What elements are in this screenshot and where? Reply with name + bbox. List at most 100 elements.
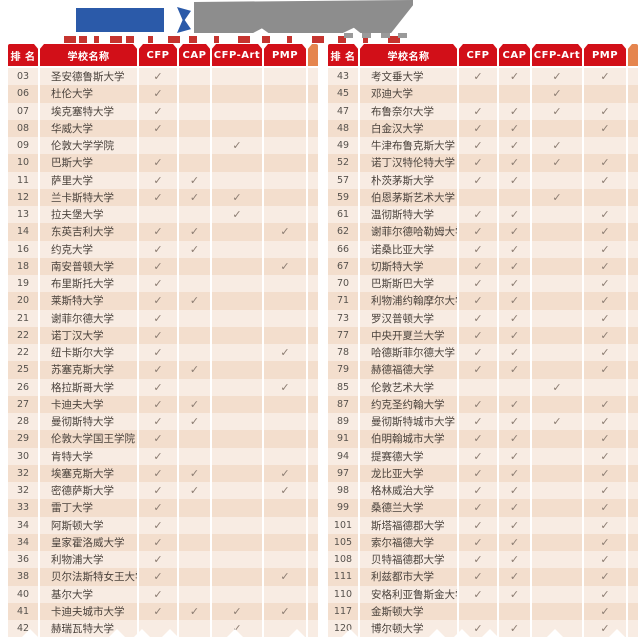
cap-check-icon: ✓ — [499, 292, 530, 310]
cfp-art-empty-cell — [532, 499, 582, 517]
cfp-check-icon: ✓ — [459, 516, 497, 534]
column-header-cfp: CFP — [459, 44, 497, 66]
cfp-art-empty-cell — [212, 361, 262, 379]
rank-cell: 40 — [8, 585, 38, 603]
cfp-art-empty-cell — [212, 447, 262, 465]
ribbon-side-strip-cell — [628, 326, 638, 344]
cfp-check-icon: ✓ — [139, 292, 177, 310]
table-row: 36 利物浦大学 ✓ — [8, 551, 318, 569]
cap-empty-cell — [179, 499, 210, 517]
pmp-check-icon: ✓ — [584, 516, 626, 534]
ribbon-side-strip-cell — [628, 119, 638, 137]
ribbon-side-strip-cell — [628, 188, 638, 206]
pmp-empty-cell — [264, 326, 306, 344]
cfp-art-empty-cell — [212, 378, 262, 396]
cfp-check-icon: ✓ — [459, 464, 497, 482]
cfp-check-icon: ✓ — [139, 602, 177, 620]
cfp-art-empty-cell — [212, 464, 262, 482]
university-name-cell: 巴斯斯巴大学 — [360, 275, 457, 293]
cfp-check-icon: ✓ — [459, 206, 497, 224]
ribbon-side-strip-cell — [628, 154, 638, 172]
cfp-empty-cell — [459, 602, 497, 620]
university-name-cell: 布里斯托大学 — [40, 275, 137, 293]
university-name-cell: 萨里大学 — [40, 171, 137, 189]
cropped-text-fragment — [381, 33, 390, 38]
cfp-art-empty-cell — [532, 361, 582, 379]
university-name-cell: 金斯顿大学 — [360, 602, 457, 620]
cfp-art-empty-cell — [532, 551, 582, 569]
cropped-text-fragment — [126, 36, 134, 43]
pmp-empty-cell — [264, 395, 306, 413]
table-row: 29 伦敦大学国王学院 ✓ — [8, 430, 318, 448]
rank-cell: 105 — [328, 533, 358, 551]
pmp-check-icon: ✓ — [584, 206, 626, 224]
cap-check-icon: ✓ — [179, 395, 210, 413]
ribbon-side-strip-cell — [628, 585, 638, 603]
cfp-check-icon: ✓ — [139, 344, 177, 362]
ribbon-bottom-notch — [161, 629, 179, 638]
ribbon-side-strip-cell — [308, 568, 318, 586]
cap-check-icon: ✓ — [499, 326, 530, 344]
university-name-cell: 朴茨茅斯大学 — [360, 171, 457, 189]
rank-cell: 20 — [8, 292, 38, 310]
cfp-check-icon: ✓ — [459, 395, 497, 413]
pmp-empty-cell — [264, 154, 306, 172]
rank-cell: 34 — [8, 516, 38, 534]
cfp-art-empty-cell — [532, 464, 582, 482]
cfp-art-empty-cell — [532, 344, 582, 362]
table-row: 16 约克大学 ✓ ✓ — [8, 240, 318, 258]
cap-empty-cell — [179, 430, 210, 448]
table-row: 21 谢菲尔德大学 ✓ — [8, 309, 318, 327]
rank-cell: 70 — [328, 275, 358, 293]
rank-cell: 73 — [328, 309, 358, 327]
cfp-check-icon: ✓ — [459, 257, 497, 275]
cap-check-icon: ✓ — [499, 395, 530, 413]
rank-cell: 30 — [8, 447, 38, 465]
ribbon-bottom-notch — [21, 629, 39, 638]
cap-check-icon: ✓ — [179, 171, 210, 189]
cfp-art-empty-cell — [532, 223, 582, 241]
table-row: 111 利兹都市大学 ✓ ✓ ✓ — [328, 568, 638, 586]
cap-check-icon: ✓ — [499, 102, 530, 120]
pmp-empty-cell — [264, 361, 306, 379]
rank-cell: 29 — [8, 430, 38, 448]
table-row: 62 谢菲尔德哈勒姆大学 ✓ ✓ ✓ — [328, 223, 638, 241]
cfp-art-check-icon: ✓ — [532, 154, 582, 172]
cropped-text-fragment — [398, 33, 407, 38]
cap-check-icon: ✓ — [499, 499, 530, 517]
cfp-empty-cell — [139, 206, 177, 224]
ribbon-side-strip-cell — [308, 85, 318, 103]
cfp-art-empty-cell — [212, 292, 262, 310]
table-row: 38 贝尔法斯特女王大学 ✓ ✓ — [8, 568, 318, 586]
pmp-check-icon: ✓ — [584, 430, 626, 448]
rank-cell: 48 — [328, 119, 358, 137]
table-row: 08 华威大学 ✓ — [8, 119, 318, 137]
table-row: 34 皇家霍洛威大学 ✓ — [8, 533, 318, 551]
banner-logo-block — [76, 8, 164, 32]
ribbon-side-strip-cell — [308, 102, 318, 120]
university-name-cell: 南安普顿大学 — [40, 257, 137, 275]
ribbon-side-strip-cell — [308, 309, 318, 327]
ribbon-side-strip-cell — [628, 395, 638, 413]
rank-cell: 14 — [8, 223, 38, 241]
column-header-cfp: CFP — [139, 44, 177, 66]
table-row: 77 中央开夏兰大学 ✓ ✓ ✓ — [328, 326, 638, 344]
cfp-check-icon: ✓ — [459, 430, 497, 448]
cfp-check-icon: ✓ — [139, 378, 177, 396]
ribbon-bottom-notch — [481, 629, 499, 638]
ribbon-side-strip-cell — [308, 188, 318, 206]
rank-cell: 41 — [8, 602, 38, 620]
rank-cell: 110 — [328, 585, 358, 603]
university-name-cell: 约克大学 — [40, 240, 137, 258]
cfp-check-icon: ✓ — [139, 430, 177, 448]
cap-empty-cell — [179, 137, 210, 155]
university-name-cell: 巴斯大学 — [40, 154, 137, 172]
ribbon-side-strip-cell — [308, 137, 318, 155]
pmp-empty-cell — [264, 119, 306, 137]
ribbon-bottom-notch — [453, 629, 471, 638]
pmp-empty-cell — [264, 240, 306, 258]
table-row: 19 布里斯托大学 ✓ — [8, 275, 318, 293]
ribbon-side-strip-cell — [308, 413, 318, 431]
rank-cell: 79 — [328, 361, 358, 379]
pmp-check-icon: ✓ — [264, 223, 306, 241]
